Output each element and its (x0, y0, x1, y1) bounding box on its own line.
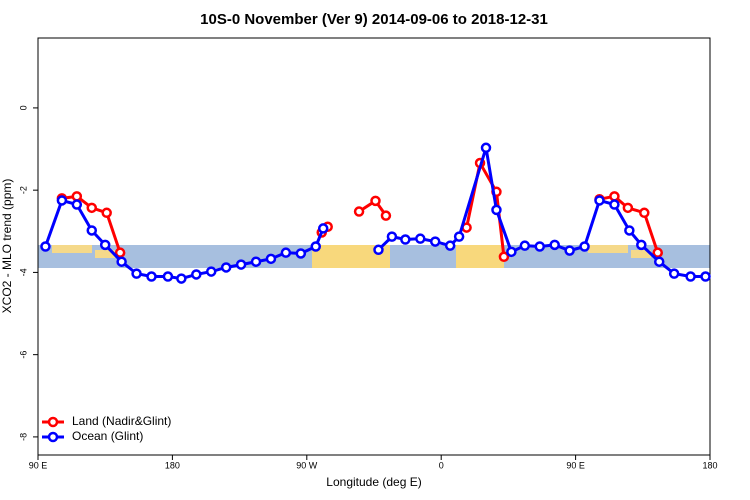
legend-marker (47, 416, 59, 428)
y-tick-label: -8 (18, 433, 28, 441)
data-point (668, 268, 680, 279)
data-point (534, 241, 546, 252)
data-point (250, 256, 262, 267)
y-tick-label: 0 (18, 105, 28, 110)
x-tick-label: 90 E (29, 460, 48, 470)
data-point (131, 268, 142, 279)
data-point (373, 244, 384, 256)
y-tick-label: -4 (18, 268, 28, 276)
legend-label: Land (Nadir&Glint) (72, 414, 171, 428)
data-point (162, 271, 174, 282)
data-point (280, 247, 292, 258)
data-point (295, 248, 307, 259)
x-tick-label: 90 E (566, 460, 585, 470)
data-point (235, 259, 247, 270)
data-point (86, 225, 98, 236)
data-point (71, 191, 83, 202)
x-axis-label: Longitude (deg E) (326, 475, 421, 489)
data-point (653, 256, 665, 267)
data-point (114, 247, 126, 258)
data-point (116, 256, 127, 267)
data-point (429, 236, 441, 247)
data-point (310, 241, 322, 252)
data-point (71, 199, 83, 210)
data-point (480, 142, 492, 154)
data-point (700, 271, 711, 282)
y-tick-label: -6 (18, 351, 28, 359)
data-point (56, 195, 68, 206)
data-point (146, 271, 157, 282)
data-point (386, 231, 398, 242)
data-point (265, 253, 277, 265)
data-point (317, 223, 329, 234)
data-point (453, 231, 465, 242)
data-point (506, 246, 517, 258)
y-axis-label: XCO2 - MLO trend (ppm) (0, 179, 14, 314)
data-point (609, 191, 620, 202)
data-point (579, 241, 590, 252)
data-point (652, 247, 663, 258)
data-point (622, 202, 634, 214)
data-point (636, 239, 647, 251)
data-point (353, 206, 365, 217)
data-point (220, 262, 232, 273)
data-point (519, 240, 531, 251)
data-point (205, 266, 217, 277)
plot-frame (37, 37, 711, 456)
chart-title: 10S-0 November (Ver 9) 2014-09-06 to 201… (200, 11, 548, 28)
x-tick-label: 180 (702, 460, 717, 470)
data-point (86, 202, 98, 214)
data-point (639, 207, 650, 219)
data-point (400, 234, 411, 245)
data-point (101, 207, 112, 219)
data-point (549, 239, 560, 251)
data-point (370, 195, 381, 207)
data-point (624, 225, 635, 236)
legend-label: Ocean (Glint) (72, 429, 143, 443)
data-point (40, 241, 51, 252)
data-point (176, 273, 187, 284)
data-point (380, 210, 392, 221)
data-point (609, 199, 620, 210)
x-tick-label: 0 (439, 460, 444, 470)
x-tick-label: 180 (165, 460, 180, 470)
data-point (191, 269, 202, 280)
legend-marker (47, 431, 59, 443)
data-point (444, 240, 456, 251)
data-point (491, 204, 502, 216)
data-point (99, 239, 111, 251)
data-point (564, 245, 575, 256)
data-point (415, 233, 426, 244)
data-point (498, 251, 510, 263)
y-tick-label: -2 (18, 186, 28, 194)
x-tick-label: 90 W (296, 460, 318, 470)
data-point (594, 195, 605, 206)
data-point (685, 271, 696, 282)
